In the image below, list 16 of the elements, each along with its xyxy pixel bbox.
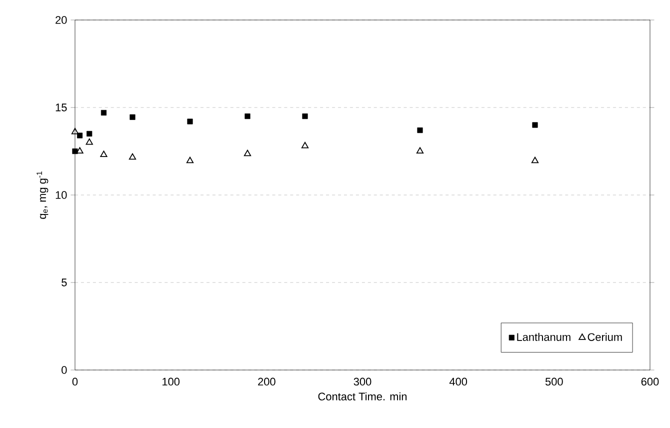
y-tick-label: 20	[56, 16, 67, 24]
x-axis-title: Contact Time. min	[318, 392, 407, 400]
x-tick-label: 600	[641, 378, 659, 386]
x-tick-label: 500	[545, 378, 563, 386]
y-tick-label: 10	[56, 191, 67, 199]
y-tick-label: 0	[62, 366, 67, 374]
x-tick-label: 100	[162, 378, 180, 386]
x-tick-label: 0	[72, 378, 78, 386]
x-tick-label: 200	[258, 378, 276, 386]
x-tick-label: 400	[449, 378, 468, 386]
y-axis-title: q$_{e}$, mg g$^{-1}$	[36, 172, 48, 219]
x-tick-label: 300	[354, 378, 372, 386]
legend-label: Cerium	[588, 332, 622, 341]
legend-label: Lanthanum	[517, 332, 570, 341]
y-tick-label: 15	[56, 104, 67, 112]
y-tick-label: 5	[62, 278, 67, 286]
